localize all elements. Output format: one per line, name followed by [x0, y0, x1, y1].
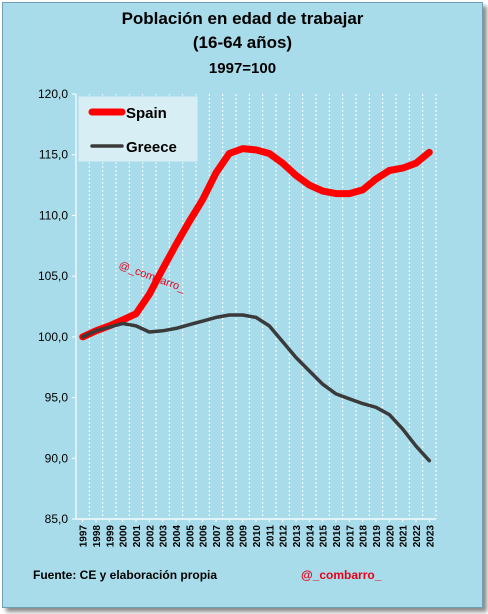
x-tick-label: 2022	[412, 525, 423, 548]
x-tick-label: 1997	[79, 525, 90, 548]
x-tick-label: 2016	[332, 525, 343, 548]
y-tick-label: 110,0	[39, 208, 68, 222]
series-line-spain	[79, 145, 433, 341]
y-tick-label: 90,0	[45, 451, 69, 465]
x-tick-label: 2006	[199, 525, 210, 548]
x-tick-label: 2021	[399, 525, 410, 548]
chart-subtitle: (16-64 años)	[192, 33, 293, 52]
x-tick-label: 2015	[319, 525, 330, 548]
x-tick-label: 2023	[425, 525, 436, 548]
x-tick-label: 2007	[212, 525, 223, 548]
legend: Spain Greece	[77, 95, 199, 163]
x-tick-label: 2018	[359, 525, 370, 548]
series-line-greece	[80, 313, 432, 463]
x-tick-label: 2000	[119, 525, 130, 548]
source-note: Fuente: CE y elaboración propia	[33, 568, 218, 582]
chart-title: Población en edad de trabajar	[121, 9, 364, 28]
legend-label-spain: Spain	[126, 105, 167, 122]
x-tick-label: 2010	[252, 525, 263, 548]
legend-box	[77, 95, 199, 163]
author-handle: @_combarro_	[301, 568, 382, 582]
chart-base-label: 1997=100	[208, 60, 277, 77]
y-tick-label: 100,0	[38, 330, 68, 344]
x-tick-label: 2020	[385, 525, 396, 548]
x-tick-label: 1999	[105, 525, 116, 548]
x-tick-label: 2008	[225, 525, 236, 548]
plot-area	[76, 94, 436, 519]
legend-label-greece: Greece	[126, 139, 177, 156]
y-tick-label: 105,0	[38, 269, 68, 283]
y-tick-label: 95,0	[45, 391, 69, 405]
x-tick-label: 2005	[185, 525, 196, 548]
x-tick-label: 2013	[292, 525, 303, 548]
x-tick-label: 2002	[145, 525, 156, 548]
x-tick-label: 2009	[239, 525, 250, 548]
x-tick-label: 2017	[345, 525, 356, 548]
x-tick-label: 2004	[172, 525, 183, 548]
y-tick-label: 115,0	[39, 148, 68, 162]
x-tick-label: 2019	[372, 525, 383, 548]
y-tick-label: 120,0	[38, 87, 68, 101]
x-tick-label: 2003	[159, 525, 170, 548]
y-tick-label: 85,0	[45, 512, 69, 526]
x-tick-label: 2014	[305, 525, 316, 548]
x-tick-label: 1998	[92, 525, 103, 548]
x-tick-label: 2012	[279, 525, 290, 548]
x-tick-label: 2011	[265, 525, 276, 547]
x-tick-label: 2001	[132, 525, 143, 548]
